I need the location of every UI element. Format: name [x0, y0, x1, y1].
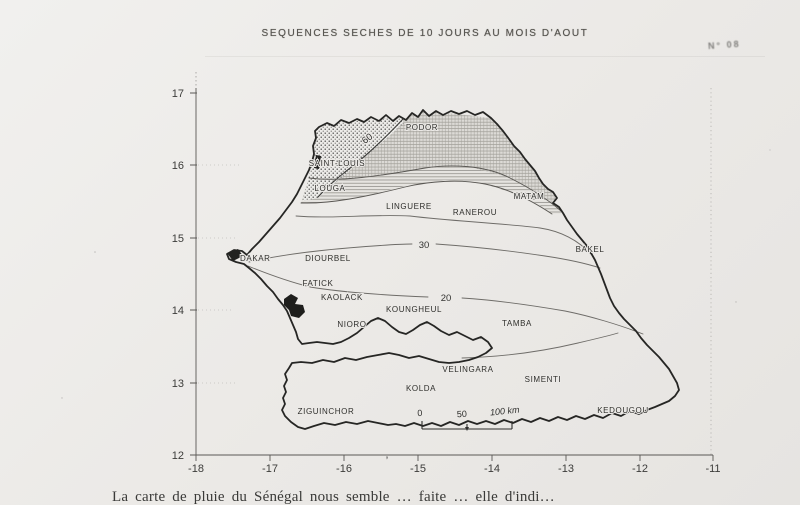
contour-30-east	[435, 243, 601, 269]
cropped-body-text: La carte de pluie du Sénégal nous semble…	[112, 489, 555, 505]
region-label-tamba: TAMBA	[502, 319, 532, 328]
saloum-delta-mark	[284, 294, 305, 318]
senegal-outline	[226, 109, 680, 430]
y-axis-labels: 17 16 15 14 13 12	[172, 88, 184, 462]
y-tick-label: 13	[172, 378, 184, 390]
region-label-velingara: VELINGARA	[442, 365, 493, 374]
x-tick-label: -11	[705, 463, 720, 475]
x-axis-labels: -18 -17 -16 -15 -14 -13 -12 -11 ’	[188, 455, 721, 475]
contour-10	[461, 332, 619, 359]
scalebar-end-label: 100 km	[489, 404, 520, 417]
contour-below-linguere	[295, 215, 593, 256]
region-label-kolda: KOLDA	[406, 384, 436, 393]
horizontal-hatch-zone	[301, 167, 563, 214]
y-tick-label: 17	[172, 88, 184, 100]
scale-bar: 0 50 100 km	[417, 404, 520, 431]
region-label-matam: MATAM	[514, 192, 545, 201]
y-tick-label: 15	[172, 233, 184, 245]
region-label-podor: PODOR	[406, 123, 438, 132]
region-label-koungheul: KOUNGHEUL	[386, 305, 442, 314]
contour-label-30: 30	[419, 240, 430, 251]
stipple-dots-zone	[303, 117, 404, 201]
scan-speckles	[61, 149, 771, 399]
region-label-saint-louis: SAINT-LOUIS	[309, 159, 365, 168]
region-label-louga: LOUGA	[314, 184, 345, 193]
y-tick-label: 14	[172, 305, 184, 317]
contour-label-20: 20	[441, 293, 452, 304]
y-tick-label: 16	[172, 160, 184, 172]
x-tick-label: -14	[484, 463, 500, 475]
contour-50	[308, 165, 562, 212]
axes	[190, 72, 714, 461]
scalebar-start-label: 0	[417, 408, 423, 418]
x-tick-label: -18	[188, 463, 204, 475]
region-label-bakel: BAKEL	[576, 245, 605, 254]
stray-mark: ’	[386, 455, 388, 467]
region-label-kedougou: KEDOUGOU	[597, 406, 648, 415]
contour-40	[300, 180, 553, 215]
scalebar-middle-label: 50	[457, 409, 468, 420]
x-tick-label: -15	[410, 463, 426, 475]
x-tick-label: -16	[336, 463, 352, 475]
x-tick-label: -12	[632, 463, 648, 475]
contour-60	[317, 118, 404, 198]
region-label-diourbel: DIOURBEL	[305, 254, 351, 263]
dakar-peninsula-mark	[227, 249, 243, 261]
region-label-ziguinchor: ZIGUINCHOR	[298, 407, 355, 416]
scan-line-artifact	[205, 56, 765, 57]
contour-lines	[247, 118, 644, 359]
y-tick-label: 12	[172, 450, 184, 462]
region-label-simenti: SIMENTI	[525, 375, 562, 384]
region-label-kaolack: KAOLACK	[321, 293, 363, 302]
x-tick-label: -13	[558, 463, 574, 475]
region-label-dakar: DAKAR	[240, 254, 271, 263]
region-label-fatick: FATICK	[302, 279, 333, 288]
contour-20-east	[461, 297, 644, 335]
saint-louis-coast-mark	[314, 155, 321, 169]
region-label-ranerou: RANEROU	[453, 208, 497, 217]
contour-30-west	[248, 243, 413, 263]
map-title: SEQUENCES SECHES DE 10 JOURS AU MOIS D'A…	[261, 28, 589, 39]
x-tick-label: -17	[262, 463, 278, 475]
contour-20-west	[247, 265, 429, 298]
region-labels: PODOR SAINT-LOUIS LOUGA MATAM LINGUERE R…	[239, 122, 649, 417]
region-label-nioro: NIORO	[337, 320, 366, 329]
region-label-linguere: LINGUERE	[386, 202, 432, 211]
